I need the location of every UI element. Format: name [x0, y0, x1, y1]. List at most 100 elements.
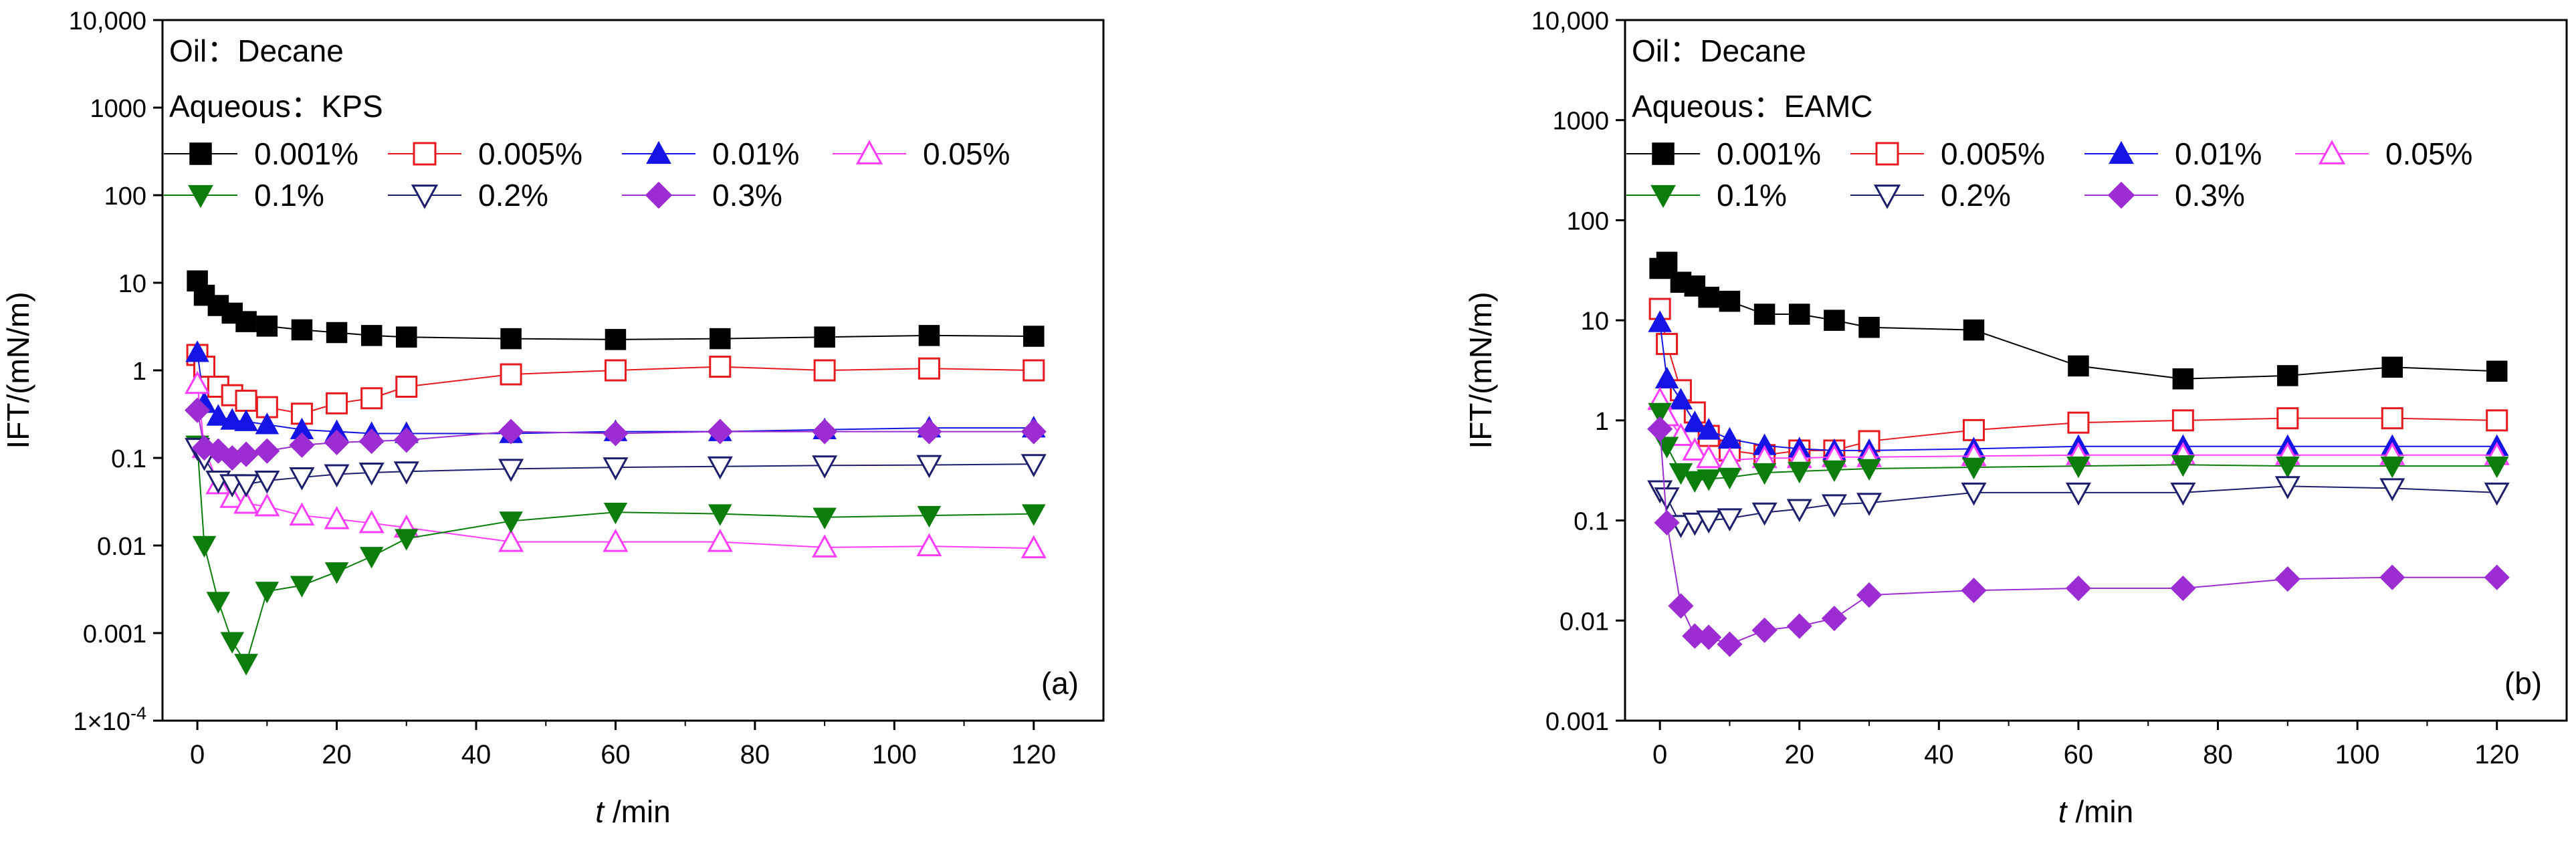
legend-label: 0.05% [923, 136, 1010, 171]
data-point [324, 562, 349, 584]
data-point [1963, 319, 1985, 341]
data-point [291, 319, 313, 341]
legend-item: 0.01% [622, 136, 799, 171]
data-point [220, 408, 244, 430]
data-point [1696, 445, 1722, 469]
data-point [499, 511, 523, 533]
x-tick-label: 40 [461, 740, 492, 769]
x-tick-label: 80 [2203, 740, 2233, 769]
data-point [233, 474, 259, 498]
data-point [1961, 578, 1987, 604]
x-tick-label: 100 [872, 740, 917, 769]
legend-label: 0.2% [1941, 178, 2011, 213]
data-point [1683, 410, 1707, 433]
oil-label: Oil：Decane [1632, 33, 1806, 68]
data-point [185, 370, 211, 394]
data-point [917, 505, 942, 528]
data-point [2170, 575, 2196, 602]
legend-item: 0.005% [388, 136, 582, 171]
data-point [1656, 251, 1678, 273]
data-point [812, 455, 838, 479]
data-point [916, 455, 942, 479]
y-axis-title: IFT/(mN/m) [1, 291, 35, 449]
data-point [254, 471, 280, 494]
data-point [709, 356, 732, 378]
data-point [498, 418, 524, 445]
data-point [1717, 508, 1743, 532]
data-point [812, 418, 838, 445]
data-point [396, 326, 417, 348]
data-point [918, 325, 940, 346]
data-point [1821, 606, 1847, 632]
data-point [2172, 368, 2194, 390]
data-point [185, 397, 211, 423]
data-point [1669, 388, 1693, 410]
data-point [326, 392, 348, 414]
series-line [1659, 429, 2497, 645]
data-point [255, 582, 280, 604]
data-point [603, 457, 629, 481]
data-point [2381, 407, 2403, 430]
legend-marker [1873, 185, 1901, 209]
data-point [603, 528, 629, 552]
legend-item: 0.1% [1626, 178, 1787, 213]
data-point [2379, 478, 2405, 501]
x-axis-ticks: 0 20 40 60 80 100 120 [1652, 721, 2519, 769]
panel-label: (a) [1041, 666, 1079, 701]
data-point [2379, 564, 2405, 590]
data-point [916, 533, 942, 557]
x-tick-label: 120 [1011, 740, 1056, 769]
data-point [1021, 418, 1047, 445]
data-point [1648, 310, 1672, 332]
y-tick-label: 1×10-4 [73, 703, 146, 736]
legend-label: 0.1% [254, 178, 324, 213]
x-tick-label: 40 [1924, 740, 1954, 769]
data-point [605, 329, 627, 350]
data-point [814, 326, 835, 348]
data-point [1717, 467, 1742, 490]
series-0.2pct [1647, 476, 2510, 539]
data-point [220, 632, 244, 654]
series-0.001pct [187, 270, 1045, 350]
data-point [604, 359, 627, 382]
data-point [1021, 454, 1047, 477]
data-point [289, 502, 315, 526]
data-point [2066, 456, 2090, 479]
data-point [1683, 471, 1707, 493]
data-point [324, 464, 350, 488]
data-point [1961, 457, 1986, 480]
x-tick-label: 100 [2335, 740, 2380, 769]
data-point [1752, 463, 1777, 485]
data-point [603, 502, 628, 525]
legend-marker [645, 181, 673, 209]
data-point [1858, 316, 1880, 338]
y-tick-label: 1000 [1552, 108, 1609, 136]
legend-marker [646, 140, 671, 164]
series-0.3pct [185, 397, 1047, 471]
data-point [192, 535, 217, 558]
x-tick-label: 0 [190, 740, 205, 769]
x-axis-ticks: 0 20 40 60 80 100 120 [190, 721, 1056, 769]
data-point [1857, 459, 1881, 481]
data-point [1786, 613, 1812, 639]
data-point [500, 328, 522, 350]
data-point [395, 529, 419, 551]
data-point [2065, 482, 2091, 506]
data-point [2277, 365, 2298, 386]
data-point [1668, 593, 1694, 619]
data-point [1696, 624, 1722, 650]
x-tick-label: 60 [2064, 740, 2094, 769]
data-point [2274, 566, 2300, 592]
y-tick-label: 1000 [90, 95, 146, 123]
data-point [360, 387, 383, 410]
series-0.3pct [1647, 416, 2510, 657]
data-point [1648, 402, 1672, 425]
data-point [1856, 582, 1883, 608]
data-point [254, 438, 280, 464]
y-tick-label: 1 [1595, 408, 1609, 436]
data-point [324, 429, 350, 455]
data-point [707, 456, 733, 480]
data-point [2486, 360, 2508, 382]
data-point [234, 409, 258, 431]
